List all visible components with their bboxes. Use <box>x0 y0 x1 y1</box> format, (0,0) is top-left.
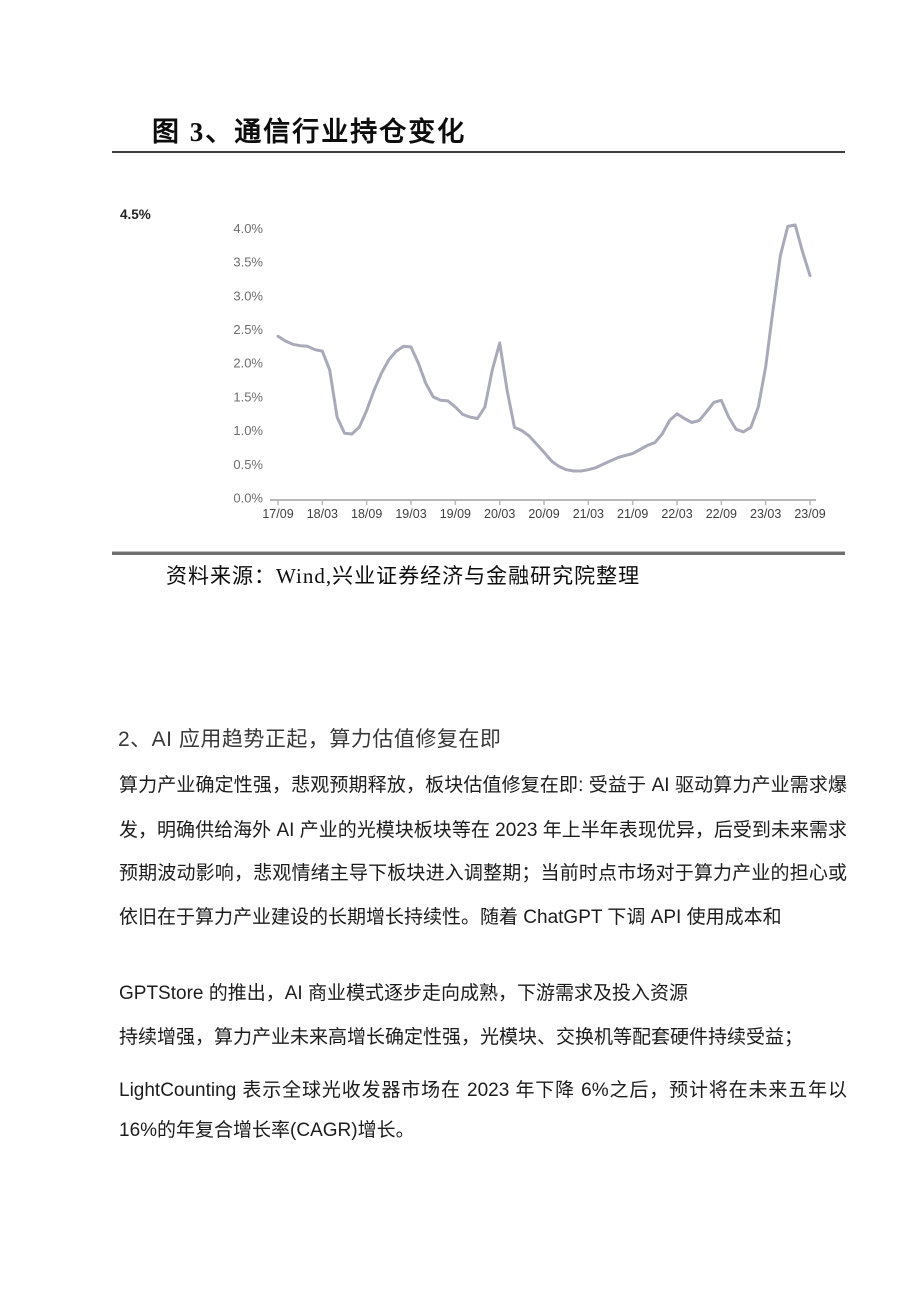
y-axis-tick-label: 4.0% <box>233 221 263 236</box>
x-axis-tick-label: 18/03 <box>307 507 338 521</box>
paragraph-line: 预期波动影响，悲观情绪主导下板块进入调整期；当前时点市场对于算力产业的担心或 <box>119 863 847 884</box>
x-axis-tick-label: 19/09 <box>440 507 471 521</box>
x-axis-tick-label: 22/03 <box>661 507 692 521</box>
x-axis-tick-label: 21/09 <box>617 507 648 521</box>
y-axis-tick-label: 1.0% <box>233 423 263 438</box>
x-axis-tick-label: 22/09 <box>706 507 737 521</box>
y-axis-tick-label: 3.5% <box>233 255 263 270</box>
paragraph-line: 发，明确供给海外 AI 产业的光模块板块等在 2023 年上半年表现优异，后受到… <box>119 820 847 841</box>
x-axis-tick-label: 18/09 <box>351 507 382 521</box>
y-axis-tick-label: 0.0% <box>233 491 263 506</box>
holdings-line-chart: 0.0% 0.5% 1.0% 1.5% 2.0% 2.5% 3.0% 3.5% 4.0% 17/0… <box>233 221 825 521</box>
holdings-series-line <box>276 223 812 473</box>
holdings-chart-container: 0.0% 0.5% 1.0% 1.5% 2.0% 2.5% 3.0% 3.5% 4.0% 17/0… <box>110 195 860 535</box>
axis-top-label: 4.5% <box>120 207 151 222</box>
y-axis-tick-label: 2.0% <box>233 356 263 371</box>
x-axis-tick-label: 20/09 <box>528 507 559 521</box>
x-axis-tick-label: 23/09 <box>794 507 825 521</box>
paragraph-line: LightCounting 表示全球光收发器市场在 2023 年下降 6%之后，… <box>119 1080 847 1101</box>
x-axis-tick-label: 21/03 <box>573 507 604 521</box>
paragraph-line: 算力产业确定性强，悲观预期释放，板块估值修复在即: 受益于 AI 驱动算力产业需… <box>119 775 847 796</box>
x-axis-tick-label: 17/09 <box>262 507 293 521</box>
paragraph-line: 持续增强，算力产业未来高增长确定性强，光模块、交换机等配套硬件持续受益； <box>119 1027 804 1048</box>
y-axis-tick-label: 0.5% <box>233 457 263 472</box>
paragraph-line: 16%的年复合增长率(CAGR)增长。 <box>119 1120 415 1141</box>
paragraph-line: GPTStore 的推出，AI 商业模式逐步走向成熟，下游需求及投入资源 <box>119 983 688 1004</box>
x-axis-tick-label: 23/03 <box>750 507 781 521</box>
section-heading: 2、AI 应用趋势正起，算力估值修复在即 <box>118 728 502 751</box>
y-axis-tick-label: 2.5% <box>233 322 263 337</box>
x-axis-tick-label: 19/03 <box>395 507 426 521</box>
data-source-note: 资料来源：Wind,兴业证券经济与金融研究院整理 <box>166 564 641 588</box>
title-divider <box>112 151 845 153</box>
paragraph-line: 依旧在于算力产业建设的长期增长持续性。随着 ChatGPT 下调 API 使用成… <box>119 907 782 928</box>
source-divider <box>112 551 845 555</box>
y-axis-tick-label: 1.5% <box>233 389 263 404</box>
x-axis-tick-label: 20/03 <box>484 507 515 521</box>
y-axis-tick-label: 3.0% <box>233 288 263 303</box>
figure-title: 图 3、通信行业持仓变化 <box>152 117 467 147</box>
